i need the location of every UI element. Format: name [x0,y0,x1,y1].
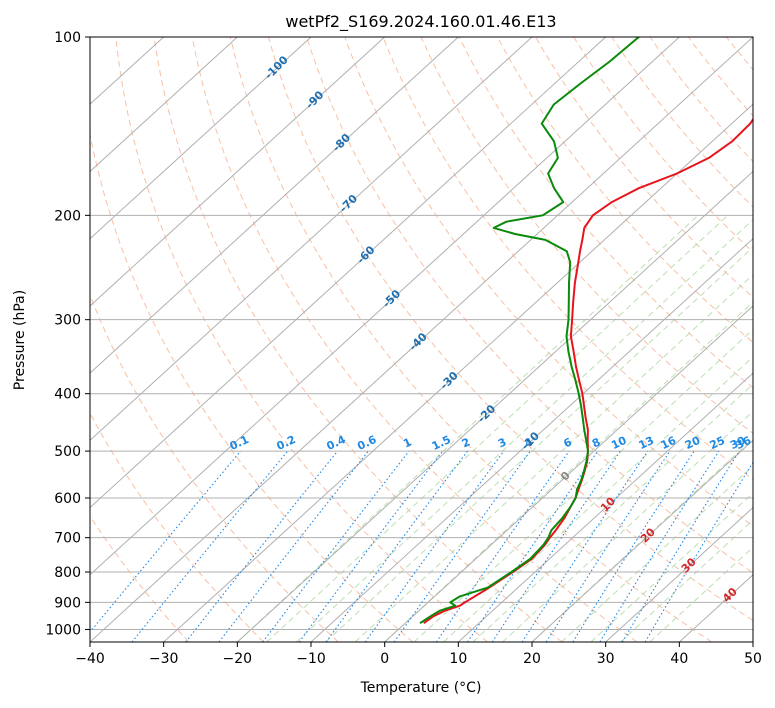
mixing-ratio-line [364,450,505,642]
x-tick-label: 20 [523,651,541,667]
y-tick-label: 500 [54,444,81,460]
moist-adiabat [472,383,753,642]
moist-adiabat [590,492,753,642]
x-tick-label: −20 [223,651,253,667]
mixing-ratio-label: 20 [683,434,703,452]
isotherm-line [605,506,753,642]
y-tick-label: 900 [54,595,81,611]
isotherm-line [310,237,753,642]
isotherm-line [457,372,753,642]
mixing-ratio-line [435,450,570,642]
y-tick-label: 600 [54,491,81,507]
x-tick-label: 0 [380,651,389,667]
profile-series [419,37,753,625]
dry-adiabat [229,37,712,642]
y-axis: 1000 900 800 700 600 500 400 300 200 100 [45,30,90,638]
mixing-ratio-label: 16 [659,434,679,452]
y-tick-label: 800 [54,565,81,581]
x-axis: −40 −30 −20 −10 0 10 20 30 40 50 [75,642,762,667]
background-lines [90,37,753,642]
mixing-ratio-line [521,450,649,642]
mixing-ratio-label: 36 [734,434,754,452]
mixing-ratio-line [325,450,468,642]
x-tick-label: 50 [744,651,762,667]
mixing-ratio-line [621,450,740,642]
isotherm-line [90,37,312,240]
isotherm-line [163,103,753,642]
dry-adiabat [458,37,753,389]
isotherm-line [90,37,753,642]
dry-adiabat [90,515,190,642]
x-axis-label: Temperature (°C) [360,680,482,696]
mixing-ratio-line [467,450,599,642]
isotherm-line [90,37,533,442]
dry-adiabat [420,37,753,435]
dry-adiabat [268,37,753,622]
mixing-ratio-line [572,450,695,642]
plot-frame [89,36,754,643]
moist-adiabat [354,274,753,642]
y-tick-label: 1000 [45,622,81,638]
mixing-ratio-label: 25 [708,434,727,452]
temperature-profile-line [423,117,753,625]
y-tick-label: 700 [54,531,81,547]
moist-adiabat [561,465,753,642]
y-tick-label: 400 [54,387,81,403]
mixing-ratio-line [90,450,242,633]
mixing-ratio-line [185,450,339,642]
dry-adiabat [535,37,753,298]
moist-adiabat [325,246,753,642]
dry-adiabat [611,37,753,208]
isotherm-line [531,439,753,642]
x-tick-label: 40 [670,651,688,667]
isotherm-line [236,170,753,642]
dry-adiabat [90,293,339,642]
dry-adiabat [649,37,753,163]
moist-adiabat [443,356,753,642]
dry-adiabat [382,37,753,481]
mixing-ratio-line [262,450,410,642]
isotherm-line [90,37,238,173]
chart-title: wetPf2_S169.2024.160.01.46.E13 [285,12,556,32]
mixing-ratio-line [545,450,671,642]
moist-adiabat [295,219,753,642]
y-tick-label: 300 [54,313,81,329]
dry-adiabat [191,37,638,642]
isotherm-line [90,37,680,576]
moist-adiabat [649,546,753,642]
isotherm-line [90,37,459,374]
moist-adiabat [266,214,729,642]
dewpoint-profile-line [419,37,640,625]
isotherm-line [384,305,753,642]
y-tick-label: 200 [54,208,81,224]
mixing-ratio-line [131,450,289,642]
mixing-ratio-line [491,450,621,642]
x-tick-label: −10 [296,651,326,667]
mixing-ratio-label: 10 [609,434,629,452]
mixing-ratio-label: 30 [728,434,748,452]
isotherm-line [90,37,386,307]
dry-adiabat [153,37,563,642]
dry-adiabat [306,37,753,574]
mixing-ratio-line [393,450,531,642]
moist-adiabat [620,519,753,642]
x-tick-label: −30 [149,651,179,667]
x-tick-label: 30 [597,651,615,667]
y-tick-label: 100 [54,30,81,46]
mixing-ratio-line [298,450,444,642]
x-tick-label: −40 [75,651,105,667]
mixing-ratio-label: 13 [637,434,656,452]
moist-adiabat [502,410,753,642]
isotherm-line [90,37,607,509]
x-tick-label: 10 [449,651,467,667]
y-axis-label: Pressure (hPa) [12,290,28,390]
